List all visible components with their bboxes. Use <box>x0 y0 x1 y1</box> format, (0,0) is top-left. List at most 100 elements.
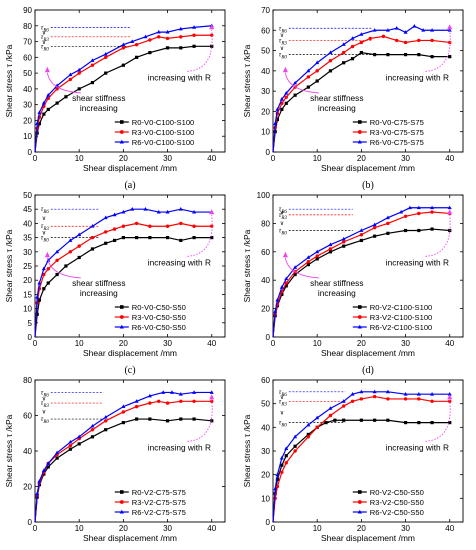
data-point <box>315 69 319 73</box>
arrow-head <box>44 251 50 258</box>
data-point <box>179 35 183 39</box>
data-point <box>350 399 355 403</box>
panel-label: (d) <box>362 365 374 376</box>
x-tick-label: 10 <box>313 339 322 348</box>
y-tick-label: 45 <box>23 205 32 214</box>
data-point <box>306 68 311 73</box>
data-point <box>121 421 125 425</box>
x-tick-label: 20 <box>357 524 366 533</box>
series-line <box>272 207 450 338</box>
data-point <box>103 55 108 60</box>
data-point <box>350 44 355 49</box>
data-point <box>68 439 73 444</box>
x-tick-label: 20 <box>119 339 128 348</box>
data-point <box>42 112 46 116</box>
y-tick-label: 50 <box>23 69 32 78</box>
annotation-arrow <box>425 215 451 257</box>
annotation-shear-stiffness: shear stiffness <box>72 93 125 103</box>
annotation-increasing-with-r: increasing with R <box>386 257 449 267</box>
annotation-shear-stiffness: shear stiffness <box>310 278 363 288</box>
x-tick-label: 10 <box>75 524 84 533</box>
arrow-head <box>209 24 215 30</box>
data-point <box>284 276 289 281</box>
data-point <box>293 265 298 269</box>
data-point <box>68 443 73 448</box>
legend-entry: R0-V0-C50-S50 <box>132 303 186 312</box>
data-point <box>324 421 328 425</box>
annotation-increasing-with-r: increasing with R <box>148 257 211 267</box>
tau-level-label: τR0 <box>41 42 50 52</box>
stiffness-arrow <box>284 257 319 279</box>
y-tick-label: 50 <box>261 47 270 56</box>
data-point <box>315 425 319 430</box>
y-tick-label: 40 <box>23 85 32 94</box>
x-tick-label: 40 <box>445 524 454 533</box>
series-line <box>272 391 450 523</box>
series-line <box>272 51 450 153</box>
legend-marker <box>358 305 362 309</box>
y-axis-label: Shear stress τ /kPa <box>4 229 14 302</box>
tau-order-symbol: ∨ <box>42 396 46 402</box>
data-point <box>386 231 390 235</box>
legend-marker <box>357 139 362 144</box>
data-point <box>315 254 319 258</box>
data-point <box>192 399 196 403</box>
tau-level-label: τR6 <box>41 388 50 398</box>
data-point <box>46 267 50 271</box>
arrow-head <box>209 394 215 400</box>
data-point <box>42 472 46 476</box>
x-tick-label: 30 <box>401 524 410 533</box>
tau-order-symbol: ∨ <box>280 33 284 39</box>
data-point <box>280 470 284 474</box>
x-tick-label: 20 <box>357 339 366 348</box>
data-point <box>148 38 152 42</box>
annotation-increasing-with-r: increasing with R <box>148 72 211 82</box>
data-point <box>68 72 73 77</box>
arrow-head <box>282 251 288 258</box>
data-point <box>112 212 117 217</box>
data-point <box>328 247 333 251</box>
data-point <box>112 238 117 243</box>
data-point <box>403 40 408 45</box>
series-line <box>272 395 450 523</box>
y-tick-label: 60 <box>23 53 32 62</box>
data-point <box>328 242 333 247</box>
tau-level-label: τR0 <box>41 415 50 425</box>
data-point <box>192 390 197 394</box>
data-point <box>192 25 197 29</box>
data-point <box>112 227 117 231</box>
annotation-arrow <box>187 400 213 442</box>
data-point <box>372 389 377 394</box>
tau-order-symbol: ∨ <box>280 410 284 416</box>
y-tick-label: 70 <box>261 6 270 15</box>
tau-level-label: τR3 <box>41 222 50 232</box>
data-point <box>403 214 408 218</box>
series-line <box>34 391 212 523</box>
data-point <box>417 211 421 216</box>
data-point <box>341 236 346 241</box>
data-point <box>359 238 363 243</box>
data-point <box>179 399 183 403</box>
data-point <box>403 228 408 233</box>
y-tick-label: 60 <box>261 248 270 257</box>
data-point <box>35 295 40 299</box>
data-point <box>90 235 95 240</box>
data-point <box>359 32 364 36</box>
y-tick-label: 25 <box>23 262 32 271</box>
panel-label: (c) <box>124 365 135 376</box>
data-point <box>68 447 72 451</box>
y-axis-label: Shear stress τ /kPa <box>242 44 252 117</box>
data-point <box>103 415 108 419</box>
data-point <box>178 207 183 211</box>
data-point <box>386 221 390 226</box>
data-point <box>386 418 390 422</box>
data-point <box>328 69 333 73</box>
data-point <box>135 55 139 59</box>
data-point <box>103 419 108 423</box>
legend-marker <box>120 120 124 124</box>
y-tick-label: 0 <box>28 333 33 342</box>
data-point <box>165 36 170 41</box>
y-tick-label: 70 <box>23 38 32 47</box>
data-point <box>280 107 284 111</box>
arrow-head <box>209 209 215 215</box>
